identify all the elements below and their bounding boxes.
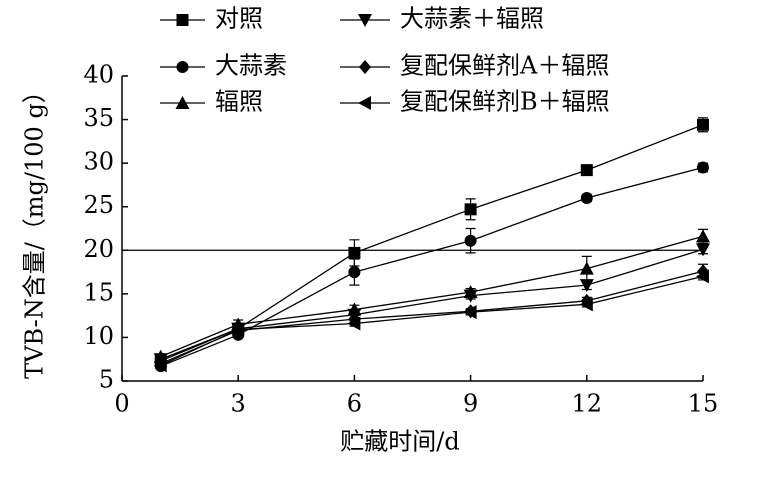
series-line: [160, 235, 704, 358]
marker: [464, 203, 477, 216]
y-tick-label: 20: [83, 235, 114, 263]
x-tick-label: 0: [114, 390, 129, 418]
marker: [348, 266, 361, 279]
series-line: [160, 275, 704, 366]
y-tick-label: 10: [83, 322, 114, 350]
y-tick-label: 30: [83, 148, 114, 176]
marker: [231, 322, 245, 337]
marker: [464, 234, 477, 247]
y-tick-label: 15: [83, 278, 114, 306]
legend-label: 对照: [215, 5, 263, 33]
legend-label: 辐照: [215, 88, 263, 116]
marker: [696, 229, 710, 243]
series-line: [160, 270, 704, 365]
series-line: [160, 166, 704, 367]
marker: [463, 305, 477, 320]
marker: [347, 316, 361, 331]
marker: [697, 161, 709, 174]
y-tick-label: 35: [83, 104, 114, 132]
marker: [580, 192, 593, 204]
marker: [696, 243, 710, 257]
marker: [696, 269, 709, 284]
legend-label: 大蒜素＋辐照: [400, 5, 544, 33]
y-tick-label: 5: [99, 366, 114, 394]
legend-marker: [358, 96, 371, 110]
legend-marker: [175, 96, 190, 109]
x-axis-label: 贮藏时间/d: [340, 428, 459, 456]
x-tick-label: 9: [463, 390, 478, 418]
marker: [153, 358, 167, 373]
x-tick-label: 6: [347, 390, 362, 418]
legend-marker: [358, 14, 372, 27]
legend-label: 复配保鲜剂B＋辐照: [400, 88, 610, 116]
marker: [579, 279, 594, 293]
legend-label: 复配保鲜剂A＋辐照: [400, 52, 609, 80]
marker: [463, 289, 478, 303]
x-tick-label: 15: [688, 390, 719, 418]
legend-marker: [176, 61, 189, 73]
x-tick-label: 12: [572, 390, 603, 418]
legend-marker: [359, 60, 371, 74]
y-tick-label: 40: [83, 61, 114, 89]
marker: [697, 118, 709, 131]
marker: [579, 261, 594, 275]
series-line: [160, 248, 704, 360]
marker: [579, 297, 593, 312]
legend-label: 大蒜素: [215, 52, 287, 80]
y-tick-label: 25: [83, 191, 114, 219]
marker: [580, 164, 593, 177]
marker: [348, 246, 361, 259]
x-tick-label: 3: [231, 390, 246, 418]
y-axis-label: TVB-N含量/（mg/100 g）: [21, 79, 49, 379]
legend-marker: [176, 14, 189, 26]
